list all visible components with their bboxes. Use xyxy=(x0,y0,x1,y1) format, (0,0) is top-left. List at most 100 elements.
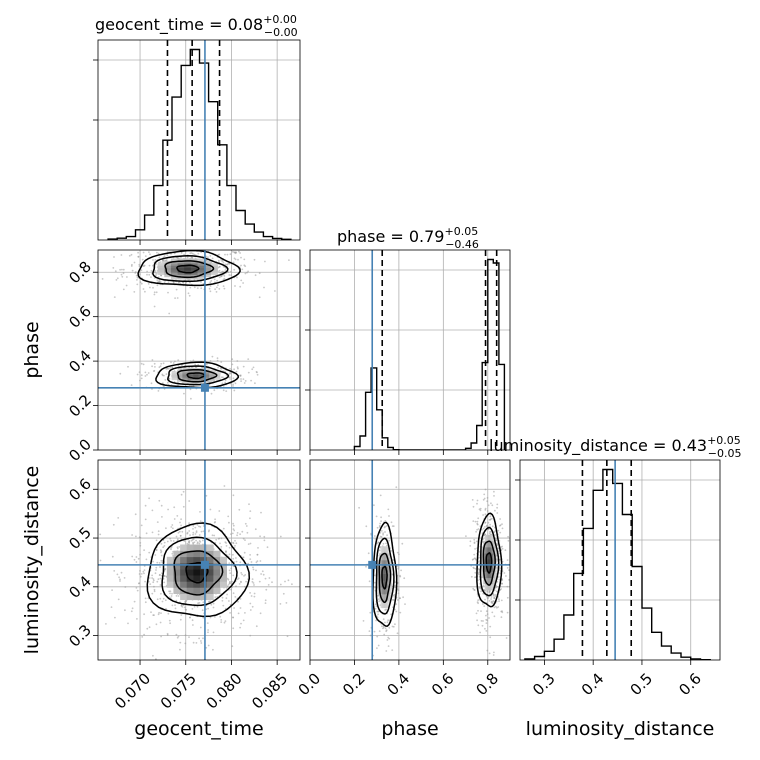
sample-point xyxy=(148,497,151,500)
sample-point xyxy=(242,282,245,284)
sample-point xyxy=(146,373,148,376)
density-cell xyxy=(486,577,489,585)
sample-point xyxy=(227,271,230,274)
density-cell xyxy=(388,573,391,581)
sample-point xyxy=(399,611,402,614)
sample-point xyxy=(156,251,158,254)
density-cell xyxy=(177,267,185,271)
sample-point xyxy=(475,530,477,533)
sample-point xyxy=(149,253,151,256)
sample-point xyxy=(238,508,241,511)
sample-point xyxy=(148,264,151,267)
contour-level xyxy=(479,526,500,597)
y-tick-label: 0.3 xyxy=(65,621,95,651)
sample-point xyxy=(154,271,157,274)
sample-point xyxy=(488,600,491,602)
sample-point xyxy=(508,579,510,581)
sample-point xyxy=(159,621,162,624)
sample-point xyxy=(144,504,147,507)
density-cell xyxy=(164,270,172,273)
sample-point xyxy=(200,530,203,533)
sample-point xyxy=(486,510,489,512)
sample-point xyxy=(380,530,383,532)
density-cell xyxy=(184,263,192,266)
sample-point xyxy=(234,596,237,598)
sample-point xyxy=(152,581,155,584)
sample-point xyxy=(148,626,151,629)
sample-point xyxy=(192,524,195,527)
sample-point xyxy=(501,583,503,585)
density-cell xyxy=(186,563,194,570)
density-cell xyxy=(382,560,384,568)
sample-point xyxy=(256,553,259,556)
density-cell xyxy=(184,265,192,268)
sample-point xyxy=(161,373,164,376)
sample-point xyxy=(208,383,211,386)
sample-point xyxy=(493,495,495,497)
density-cell xyxy=(214,376,221,379)
sample-point xyxy=(485,524,488,527)
density-cell xyxy=(383,587,386,595)
sample-point xyxy=(383,633,386,636)
sample-point xyxy=(139,544,142,547)
sample-point xyxy=(232,592,235,595)
sample-point xyxy=(358,506,360,509)
sample-point xyxy=(476,619,478,622)
sample-point xyxy=(164,599,167,602)
sample-point xyxy=(228,274,231,276)
sample-point xyxy=(116,277,119,280)
sample-point xyxy=(483,605,486,607)
sample-point xyxy=(160,592,162,595)
sample-point xyxy=(474,520,477,523)
sample-point xyxy=(157,578,160,581)
sample-point xyxy=(175,535,178,538)
sample-point xyxy=(387,645,390,647)
density-cell xyxy=(383,546,386,554)
sample-point xyxy=(180,614,183,616)
sample-point xyxy=(180,518,183,521)
y-tick-label: 0.8 xyxy=(65,258,95,288)
sample-point xyxy=(155,566,158,569)
sample-point xyxy=(230,588,232,591)
sample-point xyxy=(222,247,224,249)
sample-point xyxy=(232,261,235,264)
density-cell xyxy=(166,556,174,564)
sample-point xyxy=(154,572,157,575)
sample-point xyxy=(498,600,500,602)
density-cell xyxy=(383,580,386,588)
sample-point xyxy=(119,372,122,375)
density-cell xyxy=(380,560,383,568)
sample-point xyxy=(392,594,395,597)
sample-point xyxy=(478,560,481,562)
sample-point xyxy=(246,531,249,534)
sample-point xyxy=(192,641,195,644)
y-tick-label: 0.6 xyxy=(65,302,95,332)
density-cell xyxy=(173,563,181,570)
density-cell xyxy=(186,556,194,564)
sample-point xyxy=(475,612,478,615)
histogram-step xyxy=(107,48,292,240)
density-cell xyxy=(171,376,178,379)
sample-point xyxy=(477,624,480,627)
density-cell xyxy=(383,573,386,581)
sample-point xyxy=(243,585,246,588)
sample-point xyxy=(113,256,115,258)
sample-point xyxy=(149,583,152,585)
density-cell xyxy=(220,575,227,582)
density-cell xyxy=(177,274,185,278)
contour-level xyxy=(381,565,388,590)
density-cell xyxy=(203,378,210,381)
density-cell xyxy=(190,263,198,266)
sample-point xyxy=(153,362,156,365)
sample-point xyxy=(140,362,143,365)
sample-point xyxy=(397,566,400,568)
sample-point xyxy=(495,605,497,608)
title-plus: +0.00 xyxy=(263,13,297,26)
density-cell xyxy=(173,587,181,594)
sample-point xyxy=(474,571,477,574)
y-tick-label: 0.2 xyxy=(65,391,95,421)
sample-point xyxy=(150,269,153,272)
sample-point xyxy=(493,490,495,493)
density-cell xyxy=(180,569,188,576)
sample-point xyxy=(259,535,261,538)
